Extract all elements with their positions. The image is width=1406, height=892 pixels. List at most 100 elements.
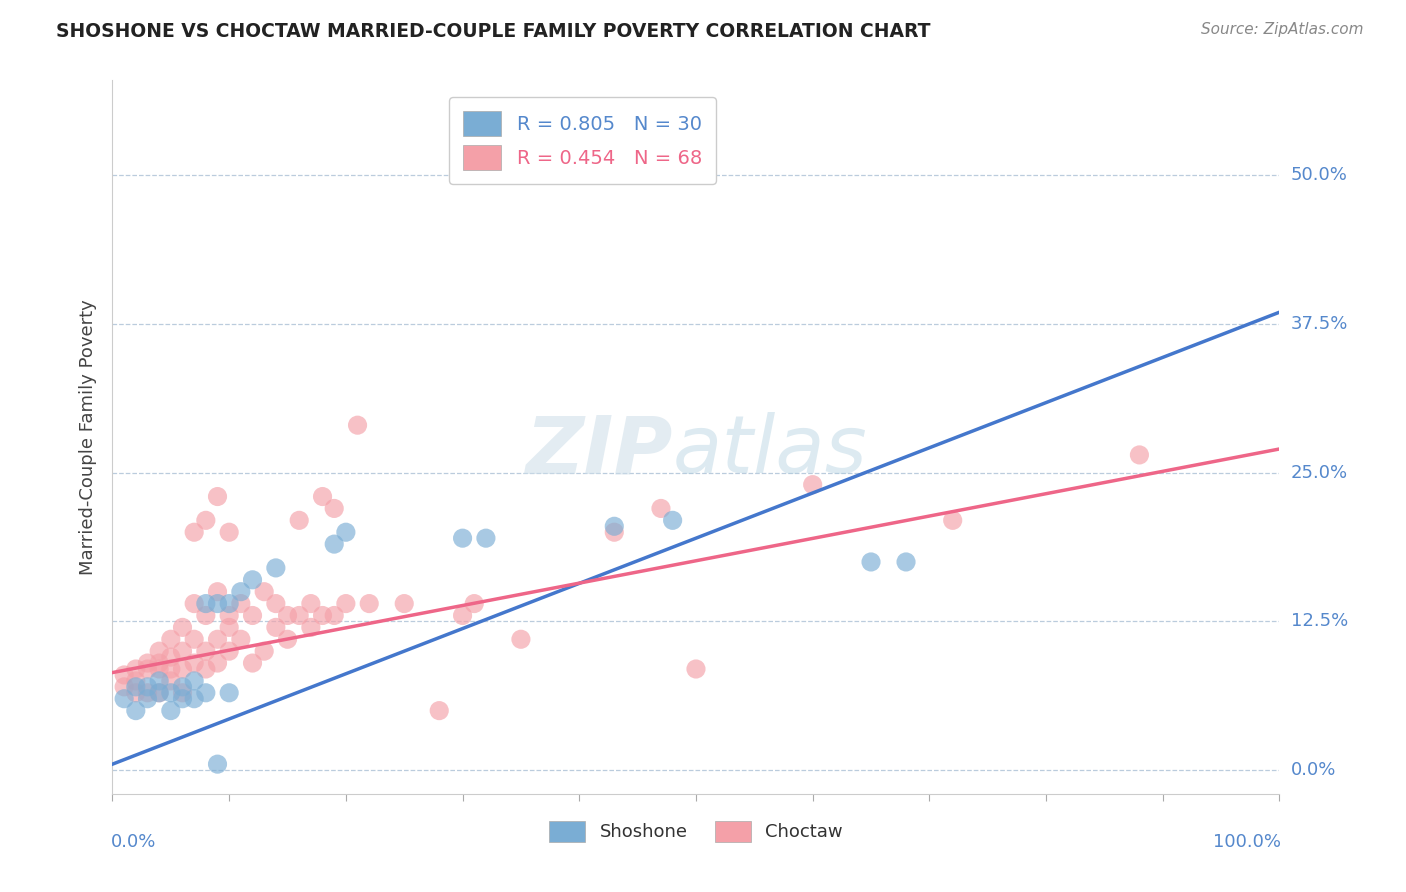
- Point: [136, 656, 159, 670]
- Point: [218, 608, 240, 623]
- Point: [172, 680, 194, 694]
- Point: [218, 620, 240, 634]
- Point: [183, 525, 205, 540]
- Point: [299, 597, 322, 611]
- Point: [451, 608, 474, 623]
- Point: [148, 644, 170, 658]
- Point: [160, 632, 183, 647]
- Point: [112, 691, 135, 706]
- Point: [194, 597, 217, 611]
- Point: [112, 668, 135, 682]
- Point: [125, 704, 148, 718]
- Point: [335, 597, 357, 611]
- Point: [148, 673, 170, 688]
- Text: ZIP: ZIP: [526, 412, 672, 491]
- Point: [1128, 448, 1150, 462]
- Point: [860, 555, 883, 569]
- Point: [242, 573, 264, 587]
- Point: [253, 644, 276, 658]
- Point: [264, 620, 287, 634]
- Point: [183, 632, 205, 647]
- Point: [136, 662, 159, 676]
- Point: [335, 525, 357, 540]
- Point: [194, 513, 217, 527]
- Text: Source: ZipAtlas.com: Source: ZipAtlas.com: [1201, 22, 1364, 37]
- Point: [172, 662, 194, 676]
- Point: [172, 686, 194, 700]
- Point: [148, 662, 170, 676]
- Text: 37.5%: 37.5%: [1291, 315, 1348, 333]
- Point: [183, 597, 205, 611]
- Text: 12.5%: 12.5%: [1291, 613, 1348, 631]
- Y-axis label: Married-Couple Family Poverty: Married-Couple Family Poverty: [79, 299, 97, 575]
- Point: [323, 501, 346, 516]
- Point: [125, 680, 148, 694]
- Text: 25.0%: 25.0%: [1291, 464, 1348, 482]
- Point: [172, 691, 194, 706]
- Point: [172, 644, 194, 658]
- Point: [207, 584, 229, 599]
- Text: atlas: atlas: [672, 412, 868, 491]
- Point: [194, 662, 217, 676]
- Point: [183, 673, 205, 688]
- Point: [463, 597, 485, 611]
- Point: [346, 418, 368, 433]
- Point: [125, 673, 148, 688]
- Point: [323, 537, 346, 551]
- Point: [136, 691, 159, 706]
- Point: [160, 673, 183, 688]
- Text: 0.0%: 0.0%: [111, 833, 156, 851]
- Point: [299, 620, 322, 634]
- Text: 50.0%: 50.0%: [1291, 167, 1347, 185]
- Point: [194, 686, 217, 700]
- Point: [136, 680, 159, 694]
- Point: [194, 644, 217, 658]
- Point: [288, 608, 311, 623]
- Point: [160, 686, 183, 700]
- Point: [264, 561, 287, 575]
- Point: [685, 662, 707, 676]
- Point: [194, 608, 217, 623]
- Point: [288, 513, 311, 527]
- Point: [311, 490, 333, 504]
- Point: [264, 597, 287, 611]
- Text: SHOSHONE VS CHOCTAW MARRIED-COUPLE FAMILY POVERTY CORRELATION CHART: SHOSHONE VS CHOCTAW MARRIED-COUPLE FAMIL…: [56, 22, 931, 41]
- Point: [148, 686, 170, 700]
- Point: [125, 662, 148, 676]
- Text: 100.0%: 100.0%: [1212, 833, 1281, 851]
- Point: [451, 531, 474, 545]
- Point: [218, 525, 240, 540]
- Point: [160, 662, 183, 676]
- Point: [172, 620, 194, 634]
- Point: [475, 531, 498, 545]
- Point: [229, 597, 252, 611]
- Point: [242, 608, 264, 623]
- Point: [276, 632, 298, 647]
- Text: 0.0%: 0.0%: [1291, 761, 1336, 779]
- Point: [125, 686, 148, 700]
- Point: [323, 608, 346, 623]
- Point: [311, 608, 333, 623]
- Point: [894, 555, 917, 569]
- Point: [148, 686, 170, 700]
- Point: [276, 608, 298, 623]
- Point: [229, 632, 252, 647]
- Point: [661, 513, 683, 527]
- Point: [218, 597, 240, 611]
- Point: [218, 686, 240, 700]
- Point: [242, 656, 264, 670]
- Point: [509, 632, 531, 647]
- Point: [650, 501, 672, 516]
- Point: [183, 691, 205, 706]
- Point: [207, 597, 229, 611]
- Point: [253, 584, 276, 599]
- Point: [160, 650, 183, 665]
- Point: [207, 490, 229, 504]
- Point: [603, 519, 626, 533]
- Point: [394, 597, 416, 611]
- Point: [207, 757, 229, 772]
- Point: [801, 477, 824, 491]
- Point: [603, 525, 626, 540]
- Point: [359, 597, 381, 611]
- Point: [427, 704, 450, 718]
